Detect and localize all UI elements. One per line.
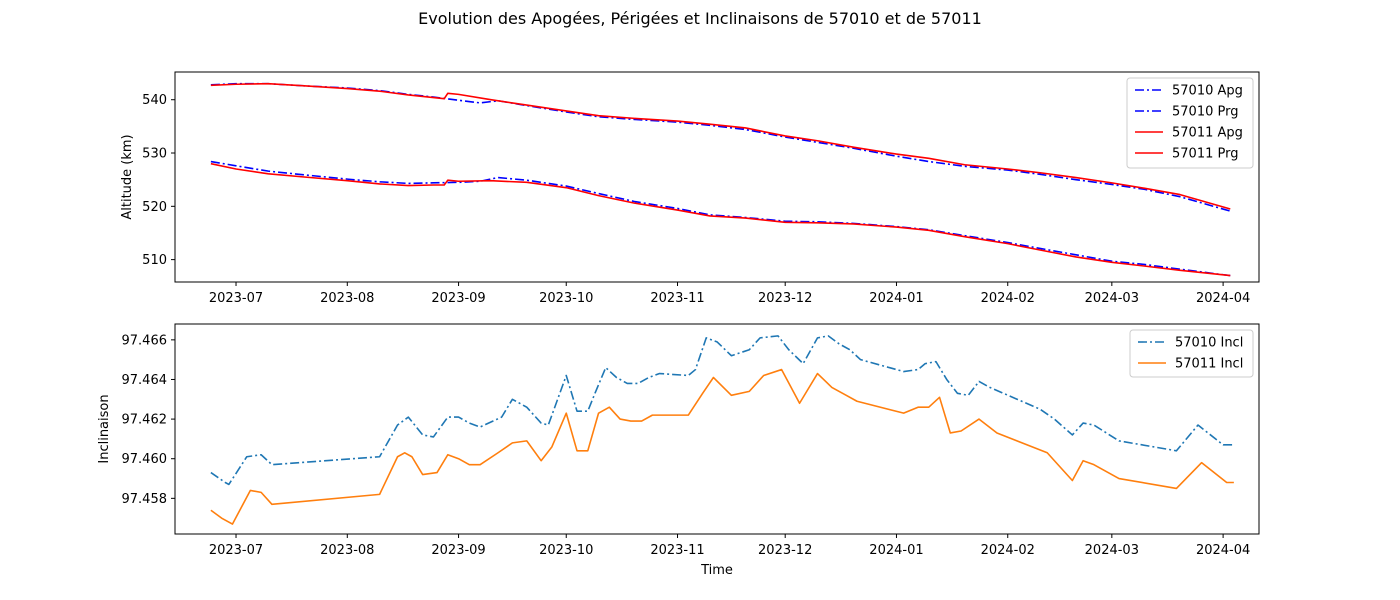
legend-entry: 57011 Apg <box>1172 126 1243 141</box>
x-tick-label: 2023-07 <box>209 291 263 306</box>
y-tick-label: 540 <box>142 93 167 108</box>
x-tick-label: 2024-01 <box>869 543 923 558</box>
axes-frame <box>174 71 1260 283</box>
x-tick-label: 2024-04 <box>1196 291 1250 306</box>
series-line-57011-apg <box>210 82 1231 210</box>
x-tick-label: 2023-10 <box>539 543 593 558</box>
series-group <box>210 82 1231 277</box>
x-tick-label: 2023-12 <box>758 543 812 558</box>
x-axis-label: Time <box>700 563 733 578</box>
x-tick-label: 2023-11 <box>650 543 704 558</box>
series-line-57010-prg <box>210 160 1231 277</box>
figure-title: Evolution des Apogées, Périgées et Incli… <box>418 9 982 28</box>
y-tick-label: 510 <box>142 253 167 268</box>
x-tick-label: 2023-10 <box>539 291 593 306</box>
y-tick-label: 520 <box>142 200 167 215</box>
legend-entry: 57010 Prg <box>1172 105 1238 120</box>
inclination-panel: 2023-07 2023-08 2023-09 2023-10 2023-11 2023-… <box>97 323 1260 578</box>
legend-entry: 57011 Incl <box>1175 357 1243 372</box>
y-tick-label: 97.466 <box>122 333 168 348</box>
legend: 57010 Incl 57011 Incl <box>1129 329 1254 378</box>
y-tick-label: 530 <box>142 147 167 162</box>
x-tick-label: 2024-02 <box>981 543 1035 558</box>
legend-entry: 57010 Incl <box>1175 336 1243 351</box>
series-line-57011-incl <box>210 368 1234 525</box>
x-tick-label: 2023-09 <box>431 291 485 306</box>
legend-box <box>1126 77 1254 169</box>
x-tick-label: 2024-01 <box>869 291 923 306</box>
legend-entry: 57011 Prg <box>1172 147 1238 162</box>
legend: 57010 Apg 57010 Prg 57011 Apg 57011 Prg <box>1126 77 1254 169</box>
series-line-57010-incl <box>210 335 1234 486</box>
y-tick-label: 97.462 <box>122 413 168 428</box>
y-axis-label: Inclinaison <box>97 394 112 463</box>
y-tick-label: 97.460 <box>122 452 168 467</box>
y-tick-label: 97.464 <box>122 373 168 388</box>
x-tick-label: 2023-09 <box>431 543 485 558</box>
x-tick-label: 2024-03 <box>1085 291 1139 306</box>
series-line-57011-prg <box>210 162 1231 277</box>
legend-entry: 57010 Apg <box>1172 84 1243 99</box>
axes-frame <box>174 323 1260 535</box>
x-tick-label: 2023-08 <box>320 291 374 306</box>
x-tick-label: 2024-03 <box>1085 543 1139 558</box>
x-tick-label: 2023-07 <box>209 543 263 558</box>
series-group <box>210 335 1234 525</box>
x-tick-label: 2024-04 <box>1196 543 1250 558</box>
y-axis-label: Altitude (km) <box>120 134 135 219</box>
x-tick-label: 2023-11 <box>650 291 704 306</box>
x-tick-label: 2023-12 <box>758 291 812 306</box>
x-tick-label: 2024-02 <box>981 291 1035 306</box>
y-tick-label: 97.458 <box>122 492 168 507</box>
series-line-57010-apg <box>210 82 1231 212</box>
x-tick-label: 2023-08 <box>320 543 374 558</box>
altitude-panel: 2023-07 2023-08 2023-09 2023-10 2023-11 2023-… <box>120 71 1260 306</box>
